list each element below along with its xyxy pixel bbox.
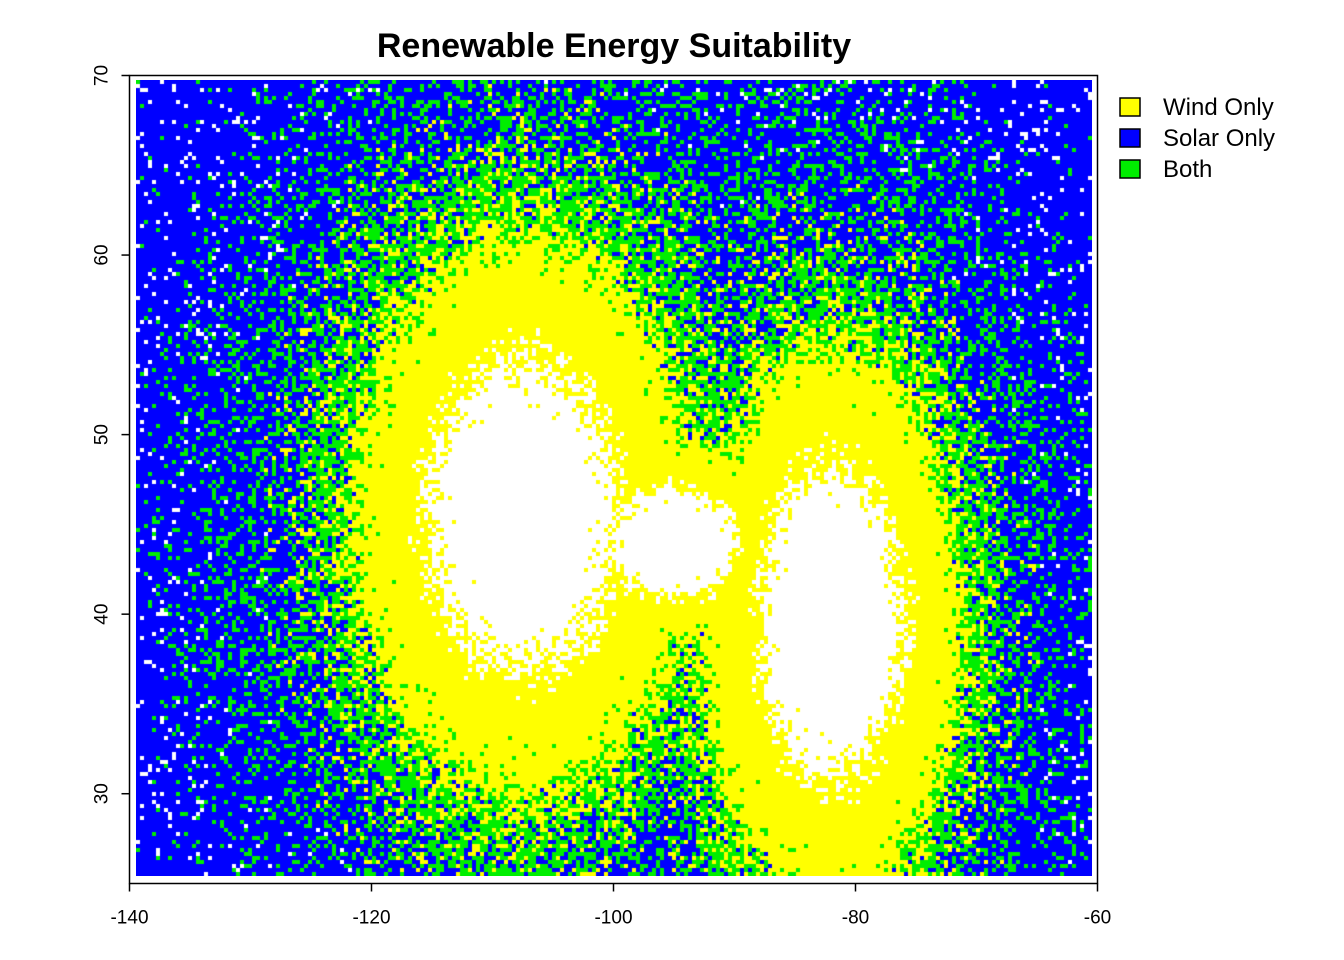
x-tick-label: -140 xyxy=(110,908,148,929)
chart-title: Renewable Energy Suitability xyxy=(377,27,851,65)
x-axis: -140 -120 -100 -80 -60 xyxy=(110,883,1111,929)
raster-layer xyxy=(136,80,1092,876)
x-tick-label: -60 xyxy=(1084,908,1111,929)
y-tick-label: 60 xyxy=(92,244,113,265)
x-tick-label: -80 xyxy=(842,908,869,929)
x-tick-label: -120 xyxy=(352,908,390,929)
legend-label: Solar Only xyxy=(1163,125,1275,152)
y-tick-label: 40 xyxy=(92,604,113,625)
legend-swatch xyxy=(1119,97,1141,117)
y-axis: 30 40 50 60 70 xyxy=(92,65,130,804)
y-tick-label: 50 xyxy=(92,424,113,445)
y-tick-label: 30 xyxy=(92,783,113,804)
legend-label: Both xyxy=(1163,156,1212,183)
legend-swatch xyxy=(1119,128,1141,148)
legend-label: Wind Only xyxy=(1163,94,1274,121)
y-tick-label: 70 xyxy=(92,65,113,86)
legend: Wind Only Solar Only Both xyxy=(1119,94,1275,183)
suitability-raster xyxy=(136,80,1092,876)
x-tick-label: -100 xyxy=(594,908,632,929)
legend-swatch xyxy=(1119,159,1141,179)
